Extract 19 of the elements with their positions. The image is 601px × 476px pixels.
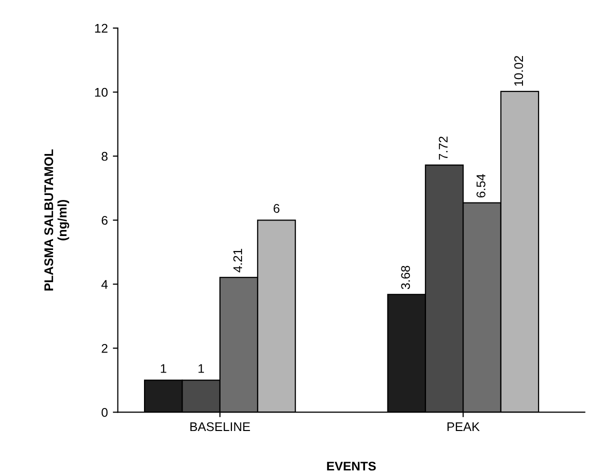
data-label: 10.02 — [514, 56, 524, 86]
y-tick-label: 0 — [102, 408, 108, 417]
data-label: 3.68 — [401, 266, 410, 290]
y-axis-title: PLASMA SALBUTAMOL (ng/ml) — [44, 149, 70, 290]
data-label: 6.54 — [476, 174, 486, 198]
data-label: 7.72 — [438, 136, 448, 160]
y-tick-label: 2 — [102, 344, 108, 353]
x-axis-title: EVENTS — [327, 462, 376, 471]
y-tick-label: 4 — [101, 280, 108, 289]
y-tick-label: 10 — [95, 88, 108, 97]
x-tick-label: BASELINE — [190, 422, 250, 432]
data-label: 4.21 — [233, 248, 242, 272]
data-label: 1 — [160, 364, 166, 373]
y-tick-label: 6 — [102, 216, 108, 225]
data-label: 1 — [198, 364, 204, 373]
x-tick-label: PEAK — [448, 422, 480, 431]
y-tick-label: 12 — [95, 24, 108, 33]
data-label: 6 — [274, 204, 280, 213]
y-tick-label: 8 — [102, 152, 108, 161]
